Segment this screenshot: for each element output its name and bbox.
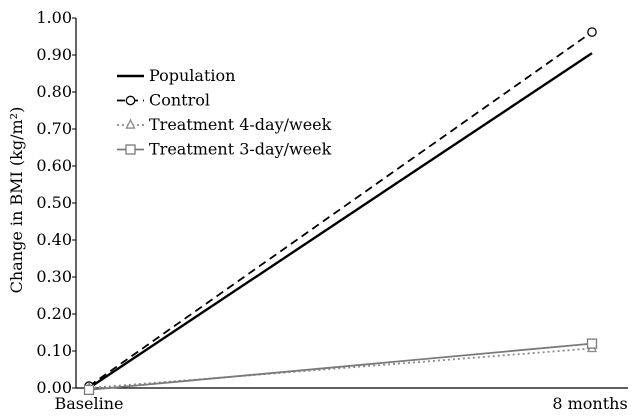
y-tick-label: 0.40 [36,230,72,249]
y-tick-label: 0.10 [36,341,72,360]
data-point-circle [125,95,136,106]
y-tick-label: 0.00 [36,378,72,397]
data-point-square [125,144,136,155]
x-tick-label: Baseline [55,394,124,413]
y-tick-label: 1.00 [36,8,72,27]
series-line-3 [88,347,593,389]
legend-label-3: Treatment 4-day/week [149,115,332,134]
legend: Population Control Treatment 4-day/week Tre… [117,66,332,159]
y-tick-label: 0.80 [36,82,72,101]
plot-lines [83,27,598,396]
legend-label-4: Treatment 3-day/week [149,140,332,159]
data-point-triangle [125,118,136,129]
data-point-square [586,338,598,349]
series-line-4 [88,342,593,391]
y-tick-label: 0.50 [36,193,72,212]
y-tick-label: 0.90 [36,45,72,64]
legend-label-1: Population [149,66,235,85]
y-tick-label: 0.20 [36,304,72,323]
series-line-1 [88,52,593,389]
y-tick-label: 0.70 [36,119,72,138]
data-point-circle [587,27,597,37]
x-tick-label: 8 months [552,394,627,413]
y-tick-label: 0.30 [36,267,72,286]
x-axis: Baseline 8 months [55,387,628,413]
series-line-2 [88,31,593,387]
data-point-square [83,384,95,396]
legend-label-2: Control [149,91,210,110]
y-tick-label: 0.60 [36,156,72,175]
y-axis-title: Change in BMI (kg/m²) [7,107,26,294]
y-axis: 0.00 0.10 0.20 0.30 0.40 0.50 0.60 0.70 0.80 0.90… [36,8,77,397]
